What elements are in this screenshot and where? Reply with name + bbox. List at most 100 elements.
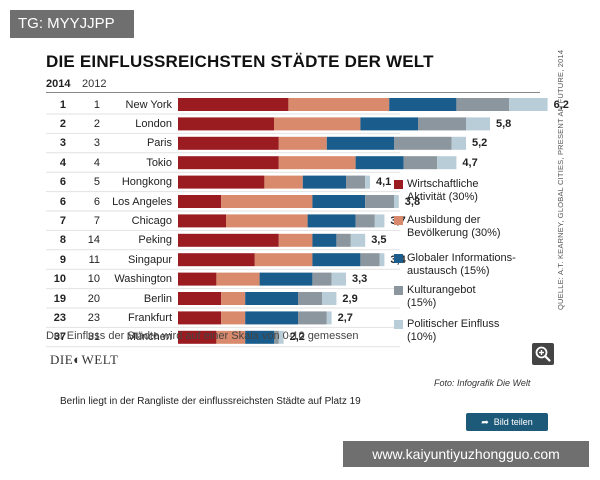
city-label: Frankfurt [127,311,172,324]
legend-item-kultur: Kulturangebot (15%) [394,284,557,310]
photo-credit: Foto: Infografik Die Welt [434,378,531,388]
rank-2012: 10 [87,273,100,286]
bar-segment-global [326,136,394,150]
city-label: Tokio [146,156,172,169]
bar-segment-kultur [403,156,438,170]
bar-segment-global [355,156,404,170]
rank-2012: 23 [87,311,100,324]
bar-segment-bildung [221,195,313,208]
city-label: Washington [114,273,172,286]
bar-segment-politik [437,156,457,170]
score-label: 4,7 [462,156,478,169]
bar-segment-politik [451,136,466,150]
legend-label-line2: austausch (15%) [407,265,490,277]
legend-swatch [394,216,403,225]
score-label: 3,8 [404,195,421,208]
score-label: 2,2 [289,331,305,344]
bar-segment-politik [374,214,385,228]
rank-2012: 1 [93,98,100,111]
rank-2012: 6 [93,195,100,208]
city-label: München [126,331,172,344]
bar-segment-bildung [254,253,313,267]
rank-2014: 3 [59,137,66,150]
chart-title: DIE EINFLUSSREICHSTEN STÄDTE DER WELT [46,52,434,71]
year-header-2014: 2014 [46,78,71,90]
bar-segment-wirtschaft [178,98,289,111]
bar-segment-politik [379,253,385,267]
city-label: Peking [138,234,172,247]
share-button[interactable]: ➦ Bild teilen [466,413,548,431]
bar-segment-kultur [360,253,380,267]
bar-segment-kultur [274,330,279,344]
score-label: 5,8 [496,117,512,130]
rank-2012: 4 [93,156,100,169]
bar-segment-kultur [312,272,332,286]
bar-segment-kultur [336,233,351,247]
bar-segment-wirtschaft [178,272,217,286]
bar-segment-global [302,175,346,189]
bar-segment-global [245,330,274,344]
rank-2014: 37 [53,331,66,344]
scale-note: Der Einfluss der Städte wird auf einer S… [46,330,359,342]
bar-segment-bildung [278,156,356,170]
bar-segment-bildung [278,136,327,150]
legend-swatch [394,320,403,329]
city-label: London [135,117,172,130]
legend-label-line1: Politischer Einfluss [407,318,500,330]
bar-segment-kultur [418,117,466,131]
rank-2012: 11 [88,253,100,266]
score-label: 6,2 [553,98,569,111]
city-label: Chicago [131,214,172,227]
bar-segment-wirtschaft [178,195,222,208]
bar-segment-wirtschaft [178,233,279,247]
legend-label-line2: (15%) [407,297,437,309]
bar-segment-wirtschaft [178,214,226,228]
city-label: Berlin [143,292,172,305]
bar-segment-politik [365,175,370,189]
bar-segment-politik [326,311,332,325]
legend-label-line1: Globaler Informations- [407,252,516,264]
bar-segment-bildung [221,311,246,325]
city-label: Hongkong [121,176,172,189]
bar-segment-politik [331,272,346,286]
rank-2012: 20 [87,292,100,305]
bar-segment-bildung [216,330,246,344]
bar-segment-global [245,311,298,325]
bar-segment-kultur [355,214,375,228]
legend-item-global: Globaler Informations-austausch (15%) [394,252,557,278]
bar-segment-kultur [365,195,394,208]
rank-2014: 10 [53,273,66,286]
bar-segment-wirtschaft [178,253,255,267]
source-note: QUELLE: A.T. KEARNEY, GLOBAL CITIES, PRE… [556,49,565,310]
die-welt-logo: DIE◐WELT [50,352,119,367]
legend-label-line2: (10%) [407,331,437,343]
city-label: Paris [146,137,172,150]
bar-segment-global [307,214,356,228]
header-divider [46,92,540,93]
score-label: 4,1 [376,176,392,189]
score-label: 3,3 [352,273,368,286]
score-label: 2,9 [342,292,358,305]
bar-segment-bildung [264,175,303,189]
zoom-button[interactable] [532,343,554,365]
bar-segment-wirtschaft [178,292,222,305]
rank-2014: 6 [59,195,66,208]
legend-swatch [394,180,403,189]
watermark-tag: TG: MYYJJPP [10,10,134,38]
rank-2012: 14 [87,234,100,247]
rank-2012: 31 [87,331,100,344]
bar-segment-politik [509,98,548,111]
share-button-label: Bild teilen [493,417,533,427]
legend-label-line2: Aktivität (30%) [407,191,478,203]
legend-label-line1: Kulturangebot [407,284,476,296]
bar-segment-global [312,253,361,267]
bar-segment-global [312,195,366,208]
legend-label-line2: Bevölkerung (30%) [407,227,501,239]
share-arrow-icon: ➦ [481,417,489,427]
bar-segment-bildung [274,117,361,131]
rank-2014: 8 [59,234,66,247]
rank-2014: 2 [59,117,66,130]
legend-item-politik: Politischer Einfluss (10%) [394,318,557,344]
rank-2012: 5 [93,176,100,189]
